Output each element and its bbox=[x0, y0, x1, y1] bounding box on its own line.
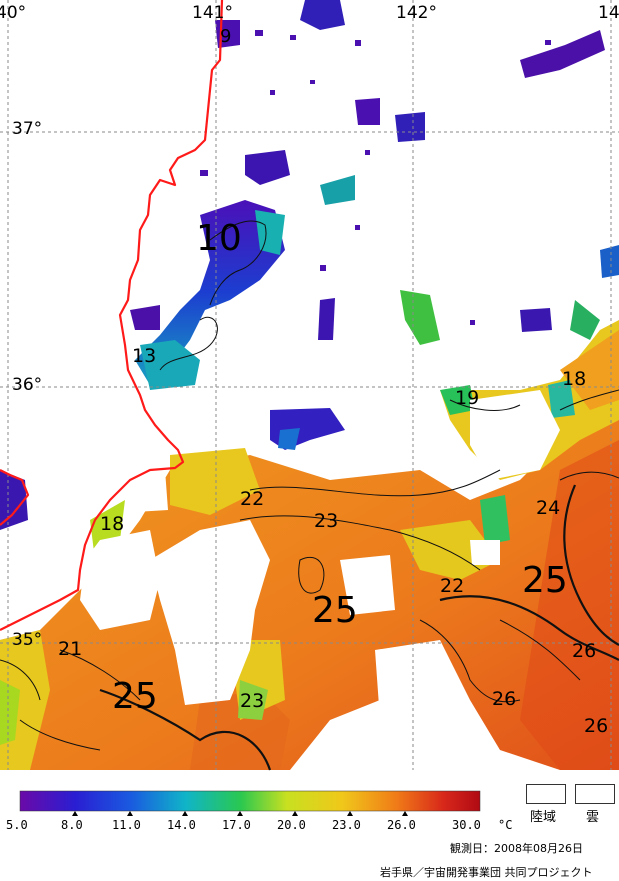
colorbar-tick-label: 26.0 bbox=[387, 818, 416, 832]
contour-label: 10 bbox=[196, 218, 242, 259]
latitude-labels: 37° 36° 35° bbox=[12, 119, 42, 650]
longitude-labels: 40° 141° 142° 14 bbox=[0, 3, 619, 23]
colorbar-tick-label: 14.0 bbox=[167, 818, 196, 832]
contour-label: 22 bbox=[440, 575, 464, 597]
cold-water-region bbox=[0, 0, 619, 530]
colorbar-tick-label: 5.0 bbox=[6, 818, 28, 832]
lon-label-140: 40° bbox=[0, 3, 26, 23]
contour-label: 25 bbox=[312, 590, 358, 631]
contour-label: 22 bbox=[240, 488, 264, 510]
credit-text: 岩手県／宇宙開発事業団 共同プロジェクト bbox=[380, 866, 593, 879]
cloud-legend-box bbox=[575, 784, 615, 804]
colorbar-tick-marks bbox=[72, 811, 408, 816]
contour-label: 23 bbox=[240, 690, 264, 712]
cloud-cover bbox=[80, 390, 560, 770]
contour-label: 19 bbox=[455, 387, 479, 409]
land-legend-label: 陸域 bbox=[530, 810, 557, 825]
colorbar-tick-label: 30.0 bbox=[452, 818, 481, 832]
coastline bbox=[0, 0, 224, 631]
colorbar-tick-label: 8.0 bbox=[61, 818, 83, 832]
temperature-colorbar bbox=[19, 790, 481, 816]
colorbar-tick-label: 17.0 bbox=[222, 818, 251, 832]
contour-label: 18 bbox=[100, 513, 124, 535]
contour-label: 18 bbox=[562, 368, 586, 390]
land-legend-box bbox=[526, 784, 566, 804]
colorbar-tick-label: 23.0 bbox=[332, 818, 361, 832]
lon-label-142: 142° bbox=[396, 3, 437, 23]
contour-label: 21 bbox=[58, 638, 82, 660]
lat-label-37: 37° bbox=[12, 119, 42, 139]
contour-label: 25 bbox=[112, 676, 158, 717]
contour-label: 26 bbox=[584, 715, 608, 737]
colorbar-tick-label: 11.0 bbox=[112, 818, 141, 832]
contour-label: 24 bbox=[536, 497, 560, 519]
contour-value-labels: 9 10 13 18 19 18 22 23 24 25 25 22 21 25… bbox=[58, 26, 608, 737]
colorbar-unit: °C bbox=[498, 818, 513, 832]
cloud-edge-specks bbox=[200, 30, 551, 325]
colorbar-tick-label: 20.0 bbox=[277, 818, 306, 832]
lat-label-35: 35° bbox=[12, 630, 42, 650]
isotherm-contours bbox=[0, 220, 619, 771]
lat-label-36: 36° bbox=[12, 375, 42, 395]
cloud-legend-label: 雲 bbox=[586, 810, 600, 825]
lon-label-141: 141° bbox=[192, 3, 233, 23]
contour-label: 23 bbox=[314, 510, 338, 532]
contour-label: 26 bbox=[492, 688, 516, 710]
contour-label: 9 bbox=[220, 26, 231, 47]
contour-label: 25 bbox=[522, 560, 568, 601]
contour-label: 13 bbox=[132, 345, 156, 367]
observation-date: 観測日：2008年08月26日 bbox=[450, 842, 583, 855]
contour-label: 26 bbox=[572, 640, 596, 662]
graticule bbox=[0, 0, 619, 770]
lon-label-143: 14 bbox=[598, 3, 619, 23]
